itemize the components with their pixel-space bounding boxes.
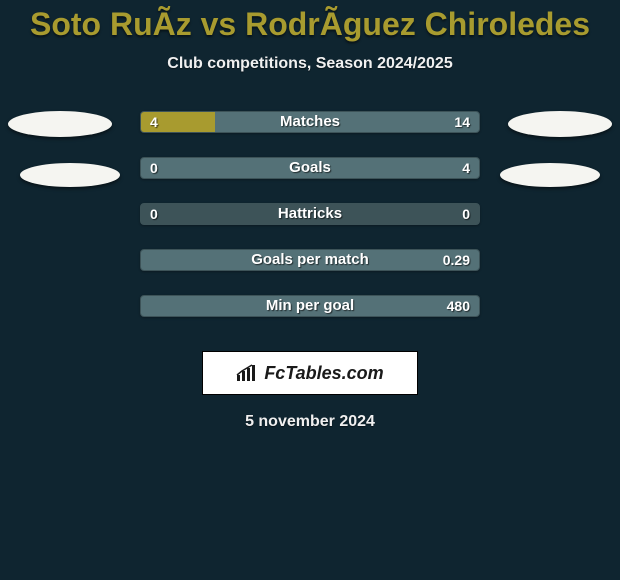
decorative-ellipse: [508, 111, 612, 137]
brand-text: FcTables.com: [264, 363, 383, 384]
date-text: 5 november 2024: [0, 413, 620, 431]
subtitle: Club competitions, Season 2024/2025: [0, 55, 620, 73]
bar-right: [141, 250, 479, 270]
comparison-chart: Matches414Goals04Hattricks00Goals per ma…: [0, 111, 620, 341]
bar-track: [140, 157, 480, 179]
bar-track: [140, 111, 480, 133]
bar-right: [215, 112, 479, 132]
bar-track: [140, 295, 480, 317]
root: Soto RuÃ­z vs RodrÃ­guez Chiroledes Club…: [0, 0, 620, 580]
bar-chart-icon: [236, 364, 258, 382]
brand-badge: FcTables.com: [202, 351, 418, 395]
bar-left: [141, 112, 215, 132]
stat-row: Hattricks00: [0, 203, 620, 249]
decorative-ellipse: [20, 163, 120, 187]
bar-track: [140, 203, 480, 225]
stat-row: Goals per match0.29: [0, 249, 620, 295]
decorative-ellipse: [8, 111, 112, 137]
page-title: Soto RuÃ­z vs RodrÃ­guez Chiroledes: [0, 0, 620, 43]
bar-right: [141, 296, 479, 316]
bar-track: [140, 249, 480, 271]
bar-right: [141, 158, 479, 178]
stat-row: Min per goal480: [0, 295, 620, 341]
decorative-ellipse: [500, 163, 600, 187]
